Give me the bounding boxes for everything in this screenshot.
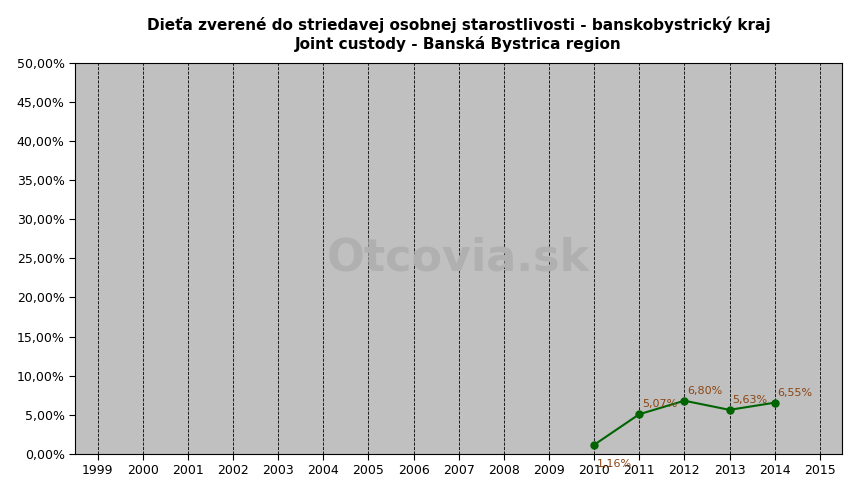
Text: 6,80%: 6,80%: [687, 386, 722, 396]
Title: Dieťa zverené do striedavej osobnej starostlivosti - banskobystrický kraj
Joint : Dieťa zverené do striedavej osobnej star…: [147, 17, 771, 52]
Text: 5,63%: 5,63%: [732, 395, 767, 405]
Text: 6,55%: 6,55%: [777, 388, 813, 398]
Text: Otcovia.sk: Otcovia.sk: [327, 237, 590, 280]
Text: 5,07%: 5,07%: [642, 399, 677, 410]
Text: 1,16%: 1,16%: [597, 459, 632, 469]
